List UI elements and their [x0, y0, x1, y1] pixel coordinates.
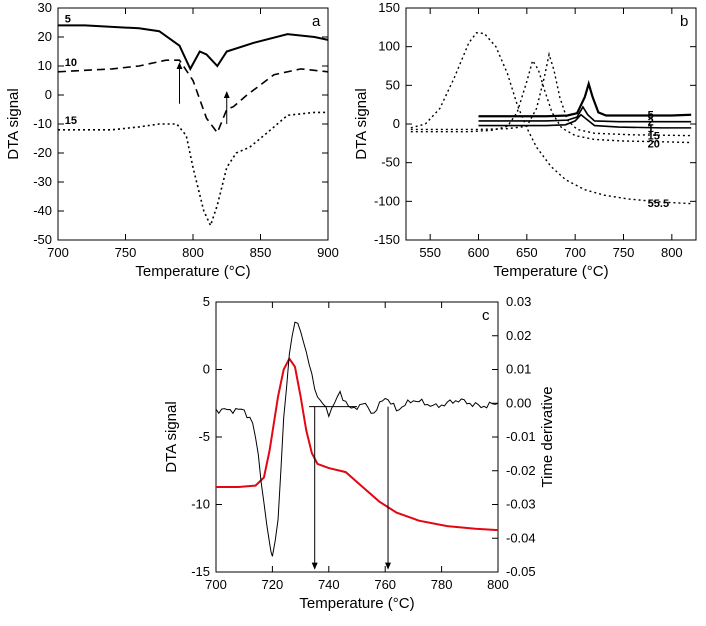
svg-text:-0.01: -0.01	[506, 429, 536, 444]
svg-text:720: 720	[262, 577, 284, 592]
svg-text:760: 760	[374, 577, 396, 592]
svg-text:-0.02: -0.02	[506, 463, 536, 478]
svg-text:-10: -10	[191, 497, 210, 512]
series-derivative	[216, 322, 498, 556]
svg-text:-15: -15	[191, 564, 210, 579]
svg-text:DTA signal: DTA signal	[163, 401, 180, 472]
svg-text:800: 800	[487, 577, 509, 592]
svg-text:Time derivative: Time derivative	[539, 386, 556, 487]
svg-text:740: 740	[318, 577, 340, 592]
svg-text:0: 0	[203, 362, 210, 377]
figure: 700750800850900-50-40-30-20-100102030Tem…	[0, 0, 706, 626]
svg-text:-0.05: -0.05	[506, 564, 536, 579]
svg-text:-0.03: -0.03	[506, 497, 536, 512]
svg-text:780: 780	[431, 577, 453, 592]
svg-text:0.00: 0.00	[506, 395, 531, 410]
svg-text:0.01: 0.01	[506, 362, 531, 377]
svg-text:Temperature (°C): Temperature (°C)	[299, 595, 414, 612]
svg-text:0.03: 0.03	[506, 294, 531, 309]
svg-text:5: 5	[203, 294, 210, 309]
svg-text:0.02: 0.02	[506, 328, 531, 343]
svg-text:700: 700	[205, 577, 227, 592]
series-dta	[216, 359, 498, 530]
panel-label-c: c	[482, 307, 490, 324]
svg-text:-0.04: -0.04	[506, 530, 536, 545]
svg-text:-5: -5	[198, 429, 210, 444]
panel-c: 700 720 740 760 780 800 -15 -10 -5 0 5 Temperature …	[0, 0, 706, 626]
